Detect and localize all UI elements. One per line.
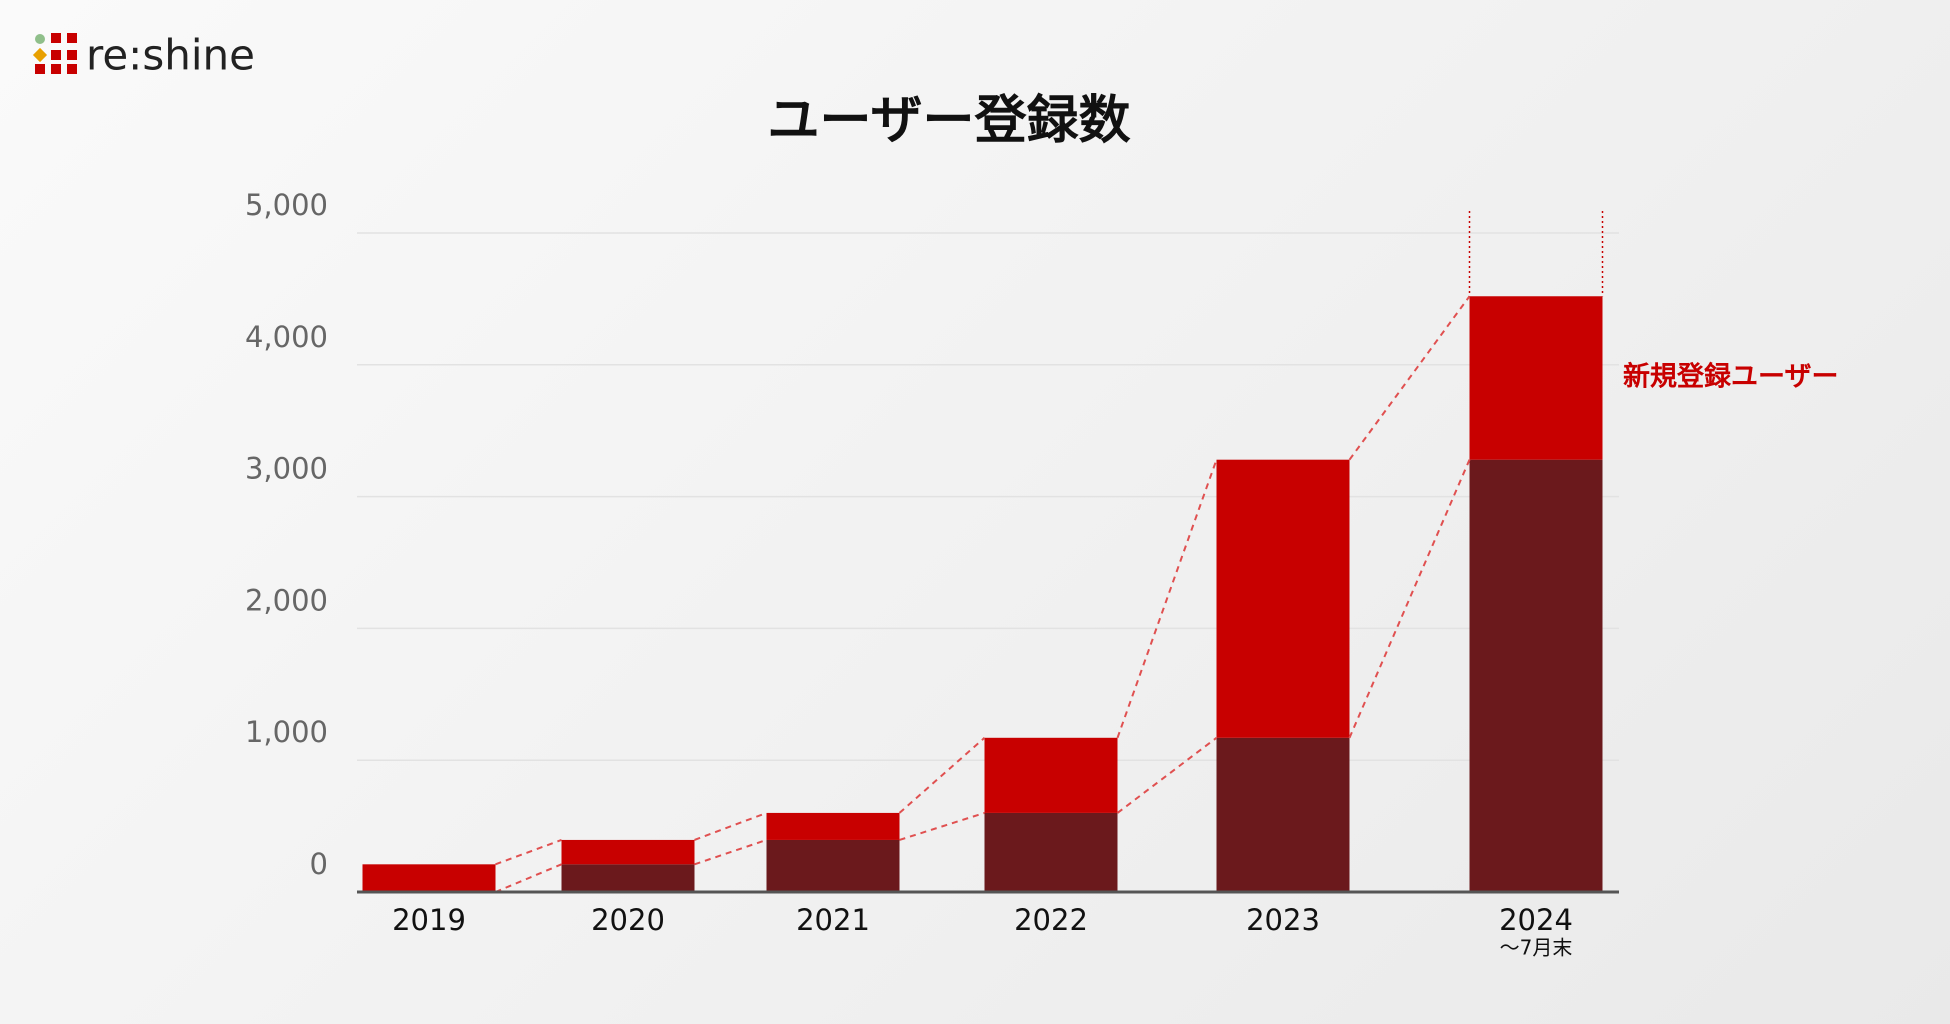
x-tick-label: 2022 xyxy=(1014,903,1088,937)
bar-segment xyxy=(984,812,1118,892)
bar-segment xyxy=(362,864,496,892)
y-tick-label: 2,000 xyxy=(245,583,328,617)
x-tick-label: 2024 xyxy=(1499,903,1573,937)
connector xyxy=(694,838,767,866)
connector xyxy=(1348,295,1471,461)
y-tick-label: 4,000 xyxy=(245,320,328,354)
connector xyxy=(898,737,986,814)
x-tick-label: 2020 xyxy=(591,903,665,937)
bar-segment xyxy=(766,839,900,892)
connector xyxy=(495,839,562,866)
legend-label: 新規登録ユーザー xyxy=(1623,360,1838,392)
bar-segment xyxy=(766,812,900,840)
y-tick-label: 1,000 xyxy=(245,715,328,749)
logo-text: re:shine xyxy=(86,31,255,80)
logo-mark xyxy=(32,33,77,74)
category-note: 〜7月末 xyxy=(1500,936,1573,960)
bar-segment xyxy=(561,839,695,865)
connector xyxy=(495,863,562,893)
bar-segment xyxy=(561,864,695,892)
bar-segment xyxy=(1216,737,1350,892)
x-tick-label: 2019 xyxy=(392,903,466,937)
connector xyxy=(1116,736,1218,814)
bar-segment xyxy=(984,737,1118,813)
y-tick-label: 0 xyxy=(310,847,328,881)
chart-title: ユーザー登録数 xyxy=(768,91,1131,151)
connector xyxy=(1116,459,1218,739)
x-tick-label: 2021 xyxy=(796,903,870,937)
x-tick-label: 2023 xyxy=(1246,903,1320,937)
bar-segment xyxy=(1469,296,1603,460)
connector xyxy=(899,811,985,841)
connector xyxy=(1348,459,1471,739)
y-tick-label: 5,000 xyxy=(245,188,328,222)
bar-segment xyxy=(1469,459,1603,892)
y-tick-label: 3,000 xyxy=(245,452,328,486)
connector xyxy=(694,811,767,841)
bar-segment xyxy=(1216,459,1350,738)
